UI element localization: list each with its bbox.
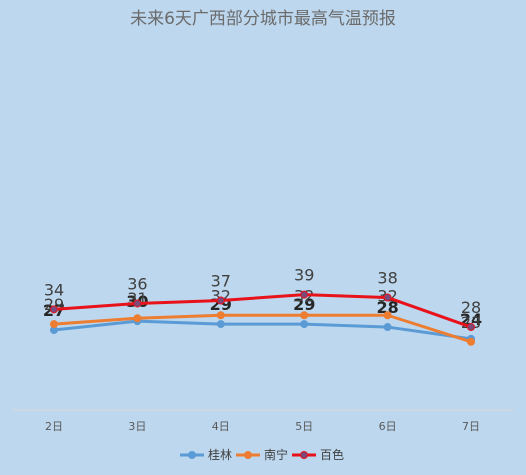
- legend-item: 百色: [292, 448, 344, 462]
- legend-label: 百色: [320, 448, 344, 462]
- legend-label: 南宁: [264, 447, 288, 462]
- legend-item: 南宁: [236, 447, 288, 462]
- data-point: [50, 320, 58, 329]
- data-label: 23: [461, 313, 481, 332]
- legend-marker: [244, 451, 252, 459]
- series-0: 273029292824: [43, 292, 482, 343]
- x-tick-label: 6日: [379, 420, 397, 433]
- series-2: 34 36 37 39 38 28: [44, 266, 481, 332]
- data-label: 37: [211, 272, 231, 291]
- data-point: [216, 320, 225, 329]
- data-point: [300, 320, 309, 329]
- legend-label: 桂林: [208, 447, 232, 462]
- legend: 桂林 南宁 百色: [180, 447, 344, 462]
- data-label: 29: [293, 295, 315, 314]
- data-point: [133, 299, 142, 308]
- series-1: 293132323223: [44, 286, 481, 346]
- data-point: [300, 290, 309, 299]
- data-label: 34: [44, 280, 64, 299]
- data-point: [216, 311, 225, 320]
- legend-item: 桂林: [180, 447, 232, 462]
- x-tick-label: 4日: [212, 420, 230, 433]
- series-layer: 273029292824293132323223343637393828: [43, 266, 482, 346]
- chart-title: 未来6天广西部分城市最高气温预报: [130, 9, 396, 29]
- data-label: 39: [294, 266, 314, 285]
- data-point: [133, 314, 142, 323]
- data-label: 36: [127, 274, 147, 293]
- data-point: [383, 293, 392, 302]
- data-point: [300, 311, 309, 320]
- data-point: [50, 305, 58, 314]
- x-axis: 2日 3日 4日 5日 6日 7日: [12, 409, 514, 433]
- data-label: 38: [377, 269, 397, 288]
- data-point: [383, 323, 392, 332]
- x-tick-label: 2日: [45, 420, 63, 433]
- x-tick-label: 7日: [462, 420, 480, 433]
- legend-marker: [188, 451, 196, 459]
- series-line: [53, 319, 472, 341]
- legend-marker: [300, 451, 308, 459]
- series-line: [53, 313, 472, 344]
- data-point: [383, 311, 392, 320]
- data-label: 28: [461, 298, 481, 317]
- data-point: [467, 337, 475, 346]
- x-tick-label: 5日: [295, 420, 313, 433]
- data-point: [467, 323, 475, 332]
- data-point: [216, 296, 225, 305]
- series-line: [53, 293, 472, 329]
- x-tick-label: 3日: [128, 420, 146, 433]
- data-label: 28: [376, 298, 398, 317]
